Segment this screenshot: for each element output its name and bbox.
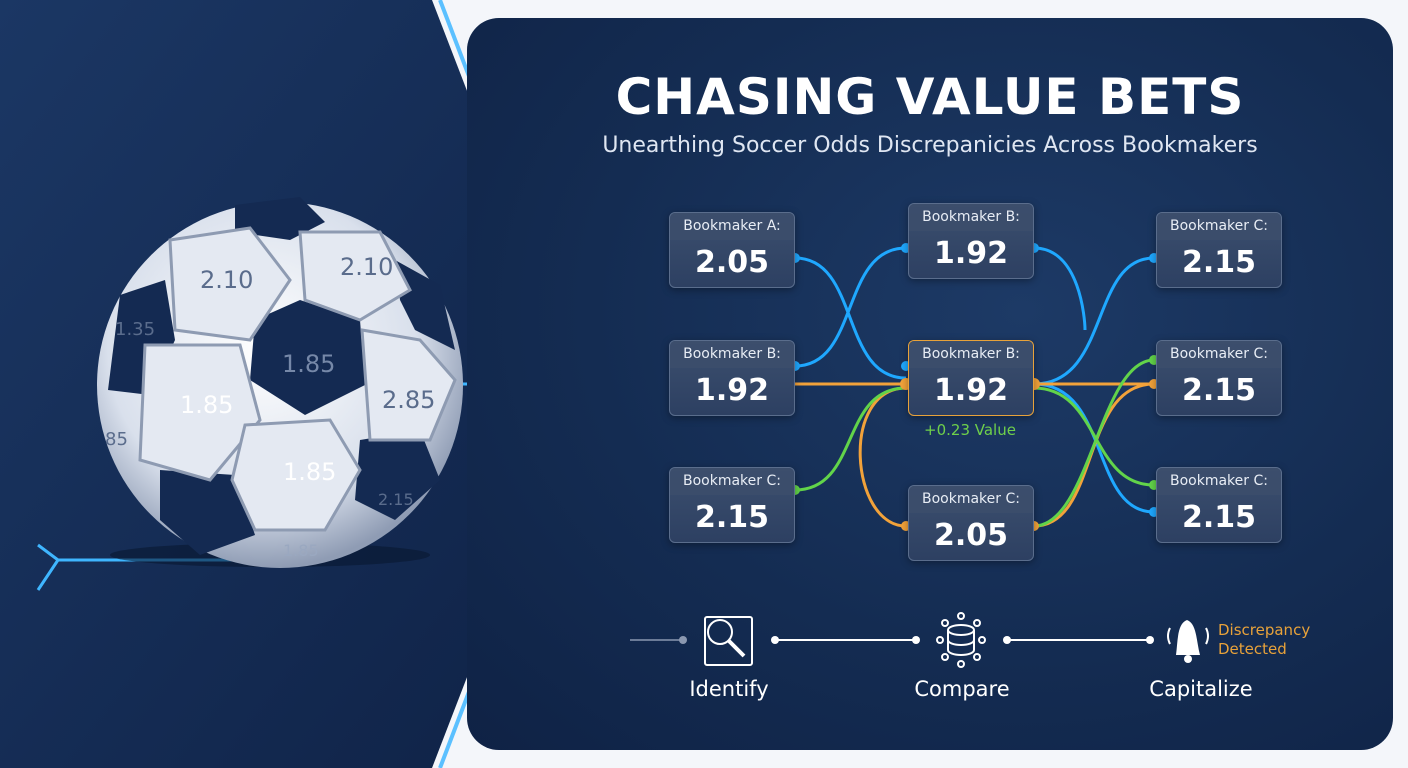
bookmaker-label: Bookmaker C: <box>1157 213 1281 240</box>
odds-node: Bookmaker C: 2.15 <box>1156 467 1282 543</box>
odds-value: 2.15 <box>1181 245 1257 280</box>
odds-node: Bookmaker A: 2.05 <box>669 212 795 288</box>
odds-node: Bookmaker C: 2.15 <box>1156 212 1282 288</box>
odds-value: 1.92 <box>933 373 1009 408</box>
bookmaker-label: Bookmaker B: <box>909 341 1033 368</box>
soccer-ball-icon <box>97 197 463 568</box>
page-title: CHASING VALUE BETS <box>615 68 1245 126</box>
bookmaker-label: Bookmaker B: <box>670 341 794 368</box>
odds-value: 2.05 <box>933 518 1009 553</box>
bookmaker-label: Bookmaker B: <box>909 204 1033 231</box>
step-capitalize: Capitalize <box>1149 677 1253 701</box>
odds-node: Bookmaker C: 2.15 <box>669 467 795 543</box>
ball-label: 2.85 <box>382 386 435 414</box>
database-network-icon <box>936 612 986 668</box>
step-identify: Identify <box>689 677 769 701</box>
discrepancy-alert: Discrepancy Detected <box>1218 621 1310 659</box>
ball-label: 1.85 <box>283 541 319 560</box>
ball-label: 2.10 <box>340 253 393 281</box>
odds-node-highlighted: Bookmaker B: 1.92 <box>908 340 1034 416</box>
odds-node: Bookmaker B: 1.92 <box>669 340 795 416</box>
alert-line-2: Detected <box>1218 640 1287 658</box>
odds-node: Bookmaker B: 1.92 <box>908 203 1034 279</box>
ball-label: 85 <box>105 429 128 450</box>
odds-value: 2.05 <box>694 245 770 280</box>
ball-label: 1.85 <box>283 458 336 486</box>
ball-label: 1.85 <box>180 391 233 419</box>
odds-value: 1.92 <box>694 373 770 408</box>
step-compare: Compare <box>914 677 1010 701</box>
ball-label: 1.85 <box>282 350 335 378</box>
bookmaker-label: Bookmaker C: <box>1157 468 1281 495</box>
bookmaker-label: Bookmaker C: <box>909 486 1033 513</box>
alert-line-1: Discrepancy <box>1218 621 1311 639</box>
bookmaker-label: Bookmaker C: <box>670 468 794 495</box>
ball-label: 2.10 <box>200 266 253 294</box>
odds-node: Bookmaker C: 2.05 <box>908 485 1034 561</box>
value-tag: +0.23 Value <box>924 421 1016 439</box>
bookmaker-label: Bookmaker A: <box>670 213 794 240</box>
bookmaker-label: Bookmaker C: <box>1157 341 1281 368</box>
ball-label: 1.35 <box>115 319 155 340</box>
magnifier-document-icon <box>704 616 753 666</box>
odds-value: 2.15 <box>1181 500 1257 535</box>
odds-node: Bookmaker C: 2.15 <box>1156 340 1282 416</box>
odds-value: 1.92 <box>933 236 1009 271</box>
odds-value: 2.15 <box>694 500 770 535</box>
bell-alert-icon <box>1167 620 1209 663</box>
ball-label: 2.15 <box>378 490 414 509</box>
odds-value: 2.15 <box>1181 373 1257 408</box>
page-subtitle: Unearthing Soccer Odds Discrepanicies Ac… <box>602 133 1258 158</box>
